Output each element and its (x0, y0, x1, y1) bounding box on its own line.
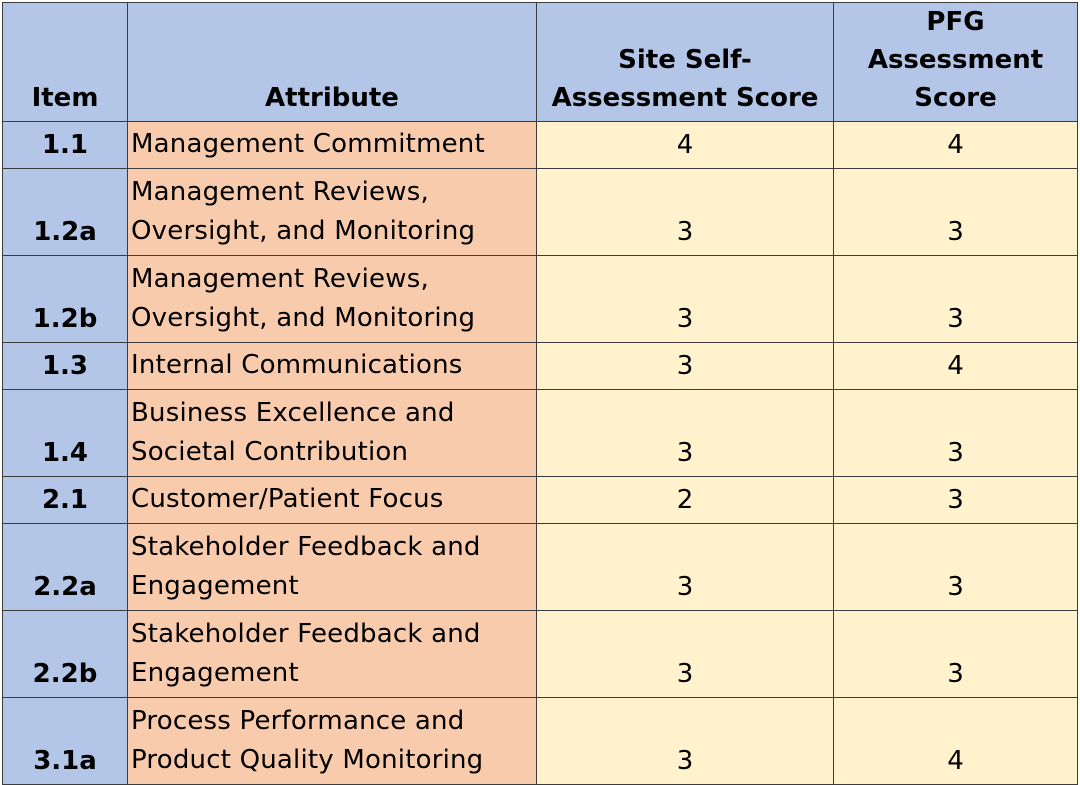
site-score-cell: 3 (536, 342, 834, 390)
header-item: Item (2, 2, 128, 122)
pfg-score-cell: 3 (833, 389, 1078, 477)
header-attribute: Attribute (127, 2, 537, 122)
item-number: 1.4 (2, 389, 128, 477)
table-row: 1.2a Management Reviews, Oversight, and … (2, 168, 1078, 256)
item-number: 1.2b (2, 255, 128, 343)
pfg-score-cell: 3 (833, 610, 1078, 698)
site-score-cell: 4 (536, 121, 834, 169)
item-number: 1.2a (2, 168, 128, 256)
site-score-cell: 3 (536, 523, 834, 611)
attribute-cell: Internal Communications (127, 342, 537, 390)
header-site-score: Site Self-Assessment Score (536, 2, 834, 122)
pfg-score-cell: 3 (833, 168, 1078, 256)
site-score-cell: 3 (536, 168, 834, 256)
pfg-score-cell: 4 (833, 697, 1078, 785)
item-number: 3.1a (2, 697, 128, 785)
site-score-cell: 3 (536, 389, 834, 477)
table-row: 1.3 Internal Communications 3 4 (2, 342, 1078, 390)
attribute-cell: Stakeholder Feedback and Engagement (127, 610, 537, 698)
attribute-cell: Business Excellence and Societal Contrib… (127, 389, 537, 477)
table-row: 1.1 Management Commitment 4 4 (2, 121, 1078, 169)
attribute-cell: Management Commitment (127, 121, 537, 169)
pfg-score-cell: 4 (833, 121, 1078, 169)
table-row: 3.1a Process Performance and Product Qua… (2, 697, 1078, 785)
item-number: 2.2a (2, 523, 128, 611)
pfg-score-cell: 3 (833, 255, 1078, 343)
item-number: 1.1 (2, 121, 128, 169)
attribute-cell: Process Performance and Product Quality … (127, 697, 537, 785)
table-row: 2.1 Customer/Patient Focus 2 3 (2, 476, 1078, 524)
site-score-cell: 2 (536, 476, 834, 524)
item-number: 2.1 (2, 476, 128, 524)
pfg-score-cell: 3 (833, 523, 1078, 611)
table-row: 2.2a Stakeholder Feedback and Engagement… (2, 523, 1078, 611)
header-pfg-score: PFG Assessment Score (833, 2, 1078, 122)
item-number: 1.3 (2, 342, 128, 390)
site-score-cell: 3 (536, 697, 834, 785)
attribute-cell: Customer/Patient Focus (127, 476, 537, 524)
header-row: Item Attribute Site Self-Assessment Scor… (2, 2, 1078, 122)
pfg-score-cell: 3 (833, 476, 1078, 524)
attribute-cell: Stakeholder Feedback and Engagement (127, 523, 537, 611)
attribute-cell: Management Reviews, Oversight, and Monit… (127, 168, 537, 256)
table-row: 1.4 Business Excellence and Societal Con… (2, 389, 1078, 477)
site-score-cell: 3 (536, 610, 834, 698)
pfg-score-cell: 4 (833, 342, 1078, 390)
site-score-cell: 3 (536, 255, 834, 343)
item-number: 2.2b (2, 610, 128, 698)
attribute-cell: Management Reviews, Oversight, and Monit… (127, 255, 537, 343)
table-row: 1.2b Management Reviews, Oversight, and … (2, 255, 1078, 343)
table-row: 2.2b Stakeholder Feedback and Engagement… (2, 610, 1078, 698)
